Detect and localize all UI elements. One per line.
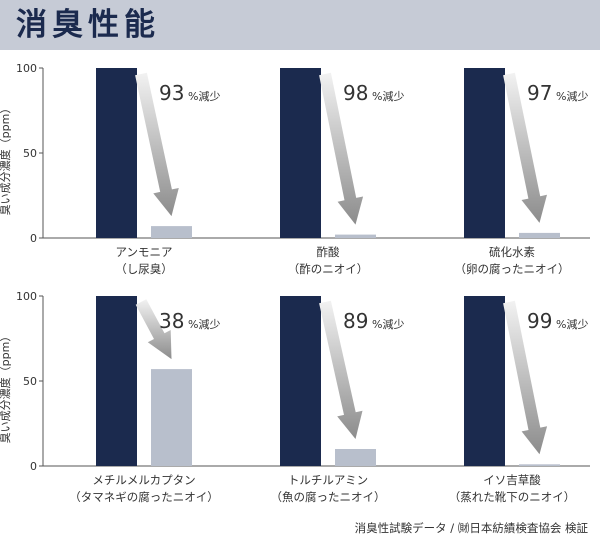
bar-before <box>96 68 137 238</box>
reduction-unit: %減少 <box>556 89 588 103</box>
bar-after <box>151 226 192 238</box>
category-name: 酢酸 <box>317 245 340 259</box>
category-name: 硫化水素 <box>489 245 535 259</box>
bar-after <box>151 369 192 466</box>
reduction-arrow <box>319 72 364 225</box>
bar-before <box>96 296 137 466</box>
reduction-unit: %減少 <box>556 317 588 331</box>
y-tick-label: 50 <box>23 375 37 388</box>
category-sub-label: （酢のニオイ） <box>288 262 369 276</box>
bar-before <box>280 68 321 238</box>
reduction-arrow <box>503 72 547 223</box>
category-sub-label: （卵の腐ったニオイ） <box>455 262 570 276</box>
data-source-credit: 消臭性試験データ / ㈶日本紡績検査協会 検証 <box>354 521 588 535</box>
reduction-value: 97 <box>527 81 552 105</box>
y-tick-label: 100 <box>16 290 37 303</box>
bar-after <box>519 464 560 466</box>
reduction-unit: %減少 <box>188 89 220 103</box>
reduction-arrow <box>135 72 179 217</box>
y-tick-label: 100 <box>16 62 37 75</box>
reduction-value: 38 <box>159 309 184 333</box>
y-axis-label: 臭い成分濃度（ppm） <box>0 331 12 444</box>
page-title: 消臭性能 <box>16 7 160 43</box>
category-name: イソ吉草酸 <box>483 473 541 487</box>
bar-before <box>464 68 505 238</box>
y-tick-label: 0 <box>30 460 37 473</box>
reduction-unit: %減少 <box>188 317 220 331</box>
y-axis-label: 臭い成分濃度（ppm） <box>0 103 12 216</box>
bar-after <box>519 232 560 238</box>
category-name: アンモニア <box>115 245 172 259</box>
category-sub-label: （タマネギの腐ったニオイ） <box>69 490 219 504</box>
bar-after <box>335 234 376 238</box>
category-name: トルチルアミン <box>288 473 368 487</box>
title-bar <box>0 0 600 50</box>
category-name: メチルメルカプタン <box>92 473 195 487</box>
bar-before <box>464 296 505 466</box>
reduction-value: 89 <box>343 309 368 333</box>
reduction-value: 99 <box>527 309 552 333</box>
y-tick-label: 0 <box>30 232 37 245</box>
bar-before <box>280 296 321 466</box>
reduction-unit: %減少 <box>372 89 404 103</box>
category-sub-label: （魚の腐ったニオイ） <box>271 490 386 504</box>
bar-after <box>335 449 376 466</box>
reduction-arrow <box>135 299 172 360</box>
reduction-arrow <box>319 300 363 439</box>
y-tick-label: 50 <box>23 147 37 160</box>
reduction-value: 98 <box>343 81 368 105</box>
category-sub-label: （蒸れた靴下のニオイ） <box>449 490 576 504</box>
reduction-unit: %減少 <box>372 317 404 331</box>
reduction-arrow <box>503 300 548 455</box>
reduction-value: 93 <box>159 81 184 105</box>
category-sub-label: （し尿臭） <box>115 262 173 276</box>
